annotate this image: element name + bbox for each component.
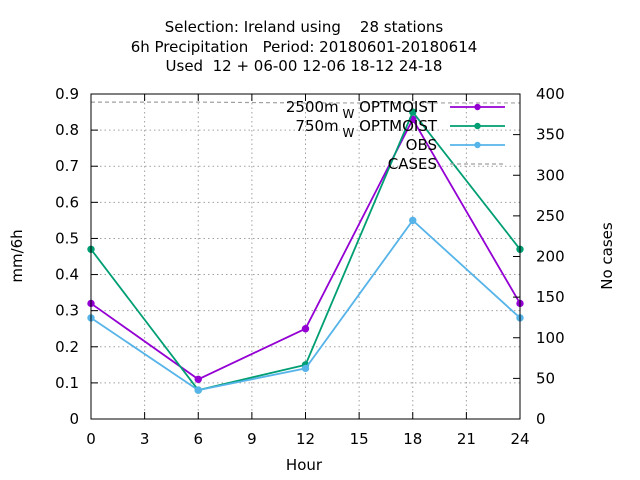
y2-tick-label: 50: [536, 369, 555, 387]
ticks: 00.10.20.30.40.50.60.70.80.9050100150200…: [55, 85, 565, 448]
y-tick-label: 0.6: [55, 193, 79, 211]
legend-label-tail: OPTMOIST: [354, 98, 437, 116]
legend-label-3: CASES: [388, 155, 437, 173]
x-tick-label: 24: [510, 430, 529, 448]
y2-tick-label: 250: [536, 207, 565, 225]
legend-label-tail: OPTMOIST: [354, 117, 437, 135]
title-line-2: 6h Precipitation Period: 20180601-201806…: [131, 38, 478, 56]
data-point: [194, 386, 202, 394]
data-point: [194, 375, 202, 383]
series-line-3: [91, 101, 520, 104]
y2-tick-label: 200: [536, 248, 565, 266]
legend-label-main: 750m: [295, 117, 338, 135]
legend-label-main: CASES: [388, 155, 437, 173]
y2-tick-label: 400: [536, 85, 565, 103]
y-tick-label: 0.4: [55, 266, 79, 284]
data-point: [301, 364, 310, 373]
x-tick-label: 0: [86, 430, 96, 448]
y-tick-label: 0.1: [55, 374, 79, 392]
y2-tick-label: 0: [536, 410, 546, 428]
y-tick-label: 0.9: [55, 85, 79, 103]
x-tick-label: 6: [193, 430, 203, 448]
legend-label-sub: W: [339, 107, 355, 121]
legend-marker-0: [474, 103, 481, 111]
x-tick-label: 9: [247, 430, 257, 448]
y-tick-label: 0.8: [55, 121, 79, 139]
y2-tick-label: 350: [536, 126, 565, 144]
x-tick-label: 15: [350, 430, 369, 448]
y2-tick-label: 300: [536, 166, 565, 184]
title-line-3: Used 12 + 06-00 12-06 18-12 24-18: [166, 57, 443, 75]
data-point: [409, 216, 417, 225]
data-point: [301, 325, 310, 333]
legend-label-main: OBS: [406, 136, 437, 154]
grid: [91, 94, 520, 419]
y2-axis-label: No cases: [598, 222, 616, 290]
legend-label-main: 2500m: [286, 98, 339, 116]
y-tick-label: 0.5: [55, 229, 79, 247]
y-tick-label: 0.7: [55, 157, 79, 175]
legend-label-sub: W: [339, 126, 355, 140]
y2-tick-label: 100: [536, 329, 565, 347]
title-line-1: Selection: Ireland using 28 stations: [165, 18, 444, 36]
x-tick-label: 18: [403, 430, 422, 448]
y-axis-label: mm/6h: [8, 229, 26, 282]
x-axis-label: Hour: [286, 456, 323, 474]
legend-label-1: 750m W OPTMOIST: [295, 117, 437, 140]
x-tick-label: 3: [140, 430, 150, 448]
data-point: [409, 108, 417, 116]
legend-marker-1: [474, 122, 481, 130]
y-tick-label: 0.3: [55, 302, 79, 320]
y2-tick-label: 150: [536, 288, 565, 306]
legend-marker-2: [474, 141, 481, 149]
x-tick-label: 21: [457, 430, 476, 448]
legend-label-0: 2500m W OPTMOIST: [286, 98, 438, 121]
x-tick-label: 12: [296, 430, 315, 448]
legend-label-2: OBS: [406, 136, 437, 154]
y-tick-label: 0.2: [55, 338, 79, 356]
y-tick-label: 0: [69, 410, 79, 428]
